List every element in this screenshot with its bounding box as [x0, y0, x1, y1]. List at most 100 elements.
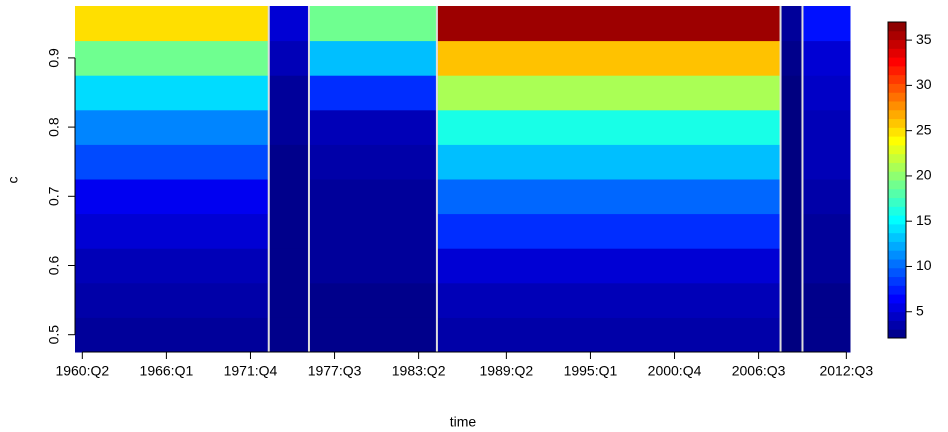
- heat-cell: [75, 40, 270, 76]
- heat-cell: [308, 6, 438, 42]
- colorbar-frame: [887, 21, 907, 339]
- colorbar-band: [888, 83, 906, 93]
- heat-cell: [75, 109, 270, 145]
- x-tick-label: 1960:Q2: [55, 363, 109, 379]
- heat-cell: [436, 213, 782, 249]
- heat-cell: [780, 213, 803, 249]
- heat-cell: [75, 144, 270, 180]
- x-tick-label: 1977:Q3: [308, 363, 362, 379]
- colorbar-band: [888, 241, 906, 251]
- heat-cell: [75, 248, 270, 284]
- heat-cell: [75, 282, 270, 318]
- heat-cell: [268, 109, 310, 145]
- colorbar-band: [888, 39, 906, 49]
- colorbar-band: [888, 294, 906, 304]
- heat-cell: [802, 213, 851, 249]
- heat-cell: [75, 75, 270, 111]
- heat-cell: [780, 317, 803, 353]
- colorbar-band: [888, 285, 906, 295]
- colorbar-band: [888, 197, 906, 207]
- y-axis-label: c: [5, 177, 21, 184]
- colorbar-tick-label: 15: [916, 212, 932, 228]
- colorbar-band: [888, 276, 906, 286]
- colorbar-band: [888, 311, 906, 321]
- heat-cell: [436, 179, 782, 215]
- heat-cell: [268, 6, 310, 42]
- x-tick-label: 1971:Q4: [224, 363, 278, 379]
- colorbar-band: [888, 329, 906, 339]
- heat-cell: [780, 40, 803, 76]
- colorbar-band: [888, 118, 906, 128]
- colorbar-band: [888, 65, 906, 76]
- heat-cell: [308, 282, 438, 318]
- heat-cell: [436, 109, 782, 145]
- heat-cell: [308, 40, 438, 76]
- heat-cell: [802, 6, 851, 42]
- heat-cell: [780, 6, 803, 42]
- x-tick-label: 1966:Q1: [140, 363, 194, 379]
- heat-cell: [268, 248, 310, 284]
- y-tick-label: 0.5: [46, 325, 62, 345]
- colorbar-tick-label: 20: [916, 167, 932, 183]
- heat-cell: [75, 213, 270, 249]
- heat-cell: [802, 144, 851, 180]
- heat-cell: [268, 317, 310, 353]
- colorbar-band: [888, 180, 906, 190]
- heat-cell: [75, 6, 270, 42]
- heat-cell: [268, 144, 310, 180]
- x-tick-label: 2012:Q3: [819, 363, 873, 379]
- heat-cell: [436, 75, 782, 111]
- x-axis-label: time: [450, 414, 477, 430]
- colorbar-tick-label: 5: [916, 302, 924, 318]
- heat-cell: [308, 213, 438, 249]
- heat-cell: [436, 317, 782, 353]
- x-tick-label: 2006:Q3: [732, 363, 786, 379]
- colorbar-band: [888, 48, 906, 58]
- colorbar-band: [888, 188, 906, 199]
- heat-cell: [780, 109, 803, 145]
- colorbar-band: [888, 259, 906, 269]
- heat-cell: [436, 144, 782, 180]
- heat-cell: [780, 282, 803, 318]
- colorbar-band: [888, 223, 906, 234]
- colorbar-band: [888, 136, 906, 146]
- heat-cell: [802, 179, 851, 215]
- colorbar-band: [888, 101, 906, 111]
- heat-cell: [268, 179, 310, 215]
- heat-cell: [308, 144, 438, 180]
- heat-cell: [308, 75, 438, 111]
- colorbar-tick-label: 25: [916, 121, 932, 137]
- heat-cell: [802, 40, 851, 76]
- heat-cell: [436, 6, 782, 42]
- colorbar-band: [888, 206, 906, 216]
- heat-cell: [308, 179, 438, 215]
- heat-cell: [802, 109, 851, 145]
- y-tick-label: 0.8: [46, 117, 62, 137]
- heat-cell: [308, 317, 438, 353]
- x-tick-label: 1995:Q1: [564, 363, 618, 379]
- x-tick-label: 1983:Q2: [392, 363, 446, 379]
- colorbar-band: [888, 171, 906, 181]
- heat-cell: [802, 248, 851, 284]
- heat-cell: [780, 75, 803, 111]
- colorbar-band: [888, 267, 906, 278]
- colorbar-tick-label: 35: [916, 31, 932, 47]
- colorbar-band: [888, 302, 906, 313]
- heat-cell: [802, 282, 851, 318]
- colorbar-band: [888, 232, 906, 242]
- colorbar-band: [888, 144, 906, 155]
- heat-cell: [436, 282, 782, 318]
- heat-cell: [308, 109, 438, 145]
- colorbar-band: [888, 250, 906, 260]
- x-tick-label: 2000:Q4: [648, 363, 702, 379]
- heat-cell: [268, 213, 310, 249]
- colorbar-band: [888, 215, 906, 225]
- heat-cell: [268, 40, 310, 76]
- colorbar-band: [888, 127, 906, 137]
- heat-cell: [802, 75, 851, 111]
- y-tick-label: 0.9: [46, 48, 62, 68]
- colorbar-band: [888, 109, 906, 120]
- heat-cell: [75, 179, 270, 215]
- heat-cell: [436, 40, 782, 76]
